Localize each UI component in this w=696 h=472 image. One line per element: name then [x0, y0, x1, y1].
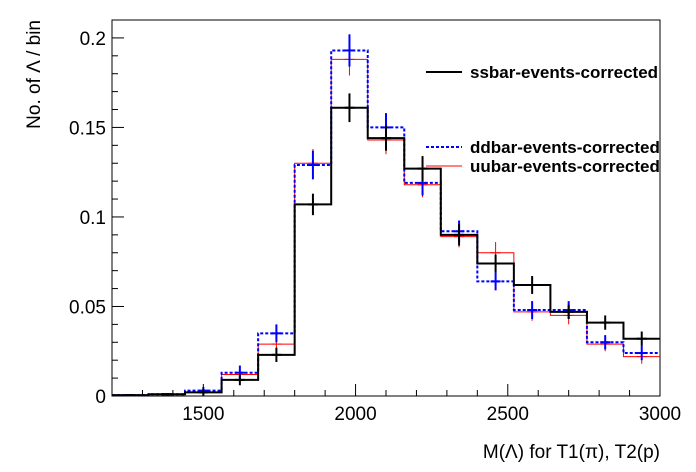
y-axis-title: No. of Λ / bin	[24, 20, 45, 129]
x-tick-label: 1500	[182, 404, 224, 425]
x-tick-label: 3000	[639, 404, 681, 425]
y-tick-label: 0.05	[69, 297, 106, 318]
x-tick-label: 2500	[487, 404, 529, 425]
legend: ssbar-events-corrected ddbar-events-corre…	[426, 63, 660, 176]
y-tick-label: 0.1	[80, 208, 106, 229]
y-tick-label: 0.2	[80, 29, 106, 50]
x-tick-label: 2000	[334, 404, 376, 425]
y-tick-label: 0.15	[69, 118, 106, 139]
legend-label-uubar-events-corrected: uubar-events-corrected	[470, 157, 660, 176]
legend-label-ddbar-events-corrected: ddbar-events-corrected	[470, 138, 660, 157]
legend-label-ssbar-events-corrected: ssbar-events-corrected	[470, 63, 658, 82]
y-tick-label: 0	[95, 387, 106, 408]
x-axis-title: M(Λ) for T1(π), T2(p)	[483, 442, 660, 463]
series-ssbar-events-corrected	[112, 93, 660, 397]
axis-layer: 1500 2000 2500 3000 0 0.05 0.1 0.15 0.2	[69, 19, 681, 425]
series-layer	[112, 34, 660, 397]
